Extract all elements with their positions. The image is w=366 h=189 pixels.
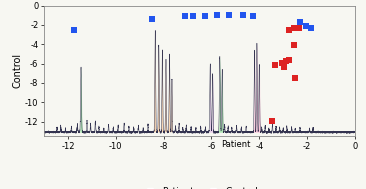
Point	[240, 14, 246, 17]
Point	[292, 77, 298, 80]
Point	[291, 27, 297, 30]
Point	[191, 15, 197, 18]
Point	[182, 15, 188, 18]
Point	[303, 24, 309, 27]
Point	[269, 119, 275, 122]
Text: Patient: Patient	[221, 140, 250, 149]
Point	[297, 21, 303, 24]
Point	[227, 13, 232, 16]
Point	[279, 61, 285, 64]
Point	[308, 27, 314, 30]
Y-axis label: Control: Control	[12, 53, 22, 88]
Point	[281, 66, 287, 69]
Legend: Patient, Control: Patient, Control	[137, 183, 262, 189]
Point	[296, 26, 302, 29]
Point	[202, 15, 208, 18]
Point	[283, 60, 288, 63]
Point	[250, 15, 256, 18]
Point	[272, 63, 278, 66]
Point	[291, 44, 297, 47]
Point	[214, 14, 220, 17]
Point	[286, 58, 292, 61]
Point	[71, 29, 77, 32]
Point	[286, 29, 292, 32]
Point	[149, 18, 154, 21]
